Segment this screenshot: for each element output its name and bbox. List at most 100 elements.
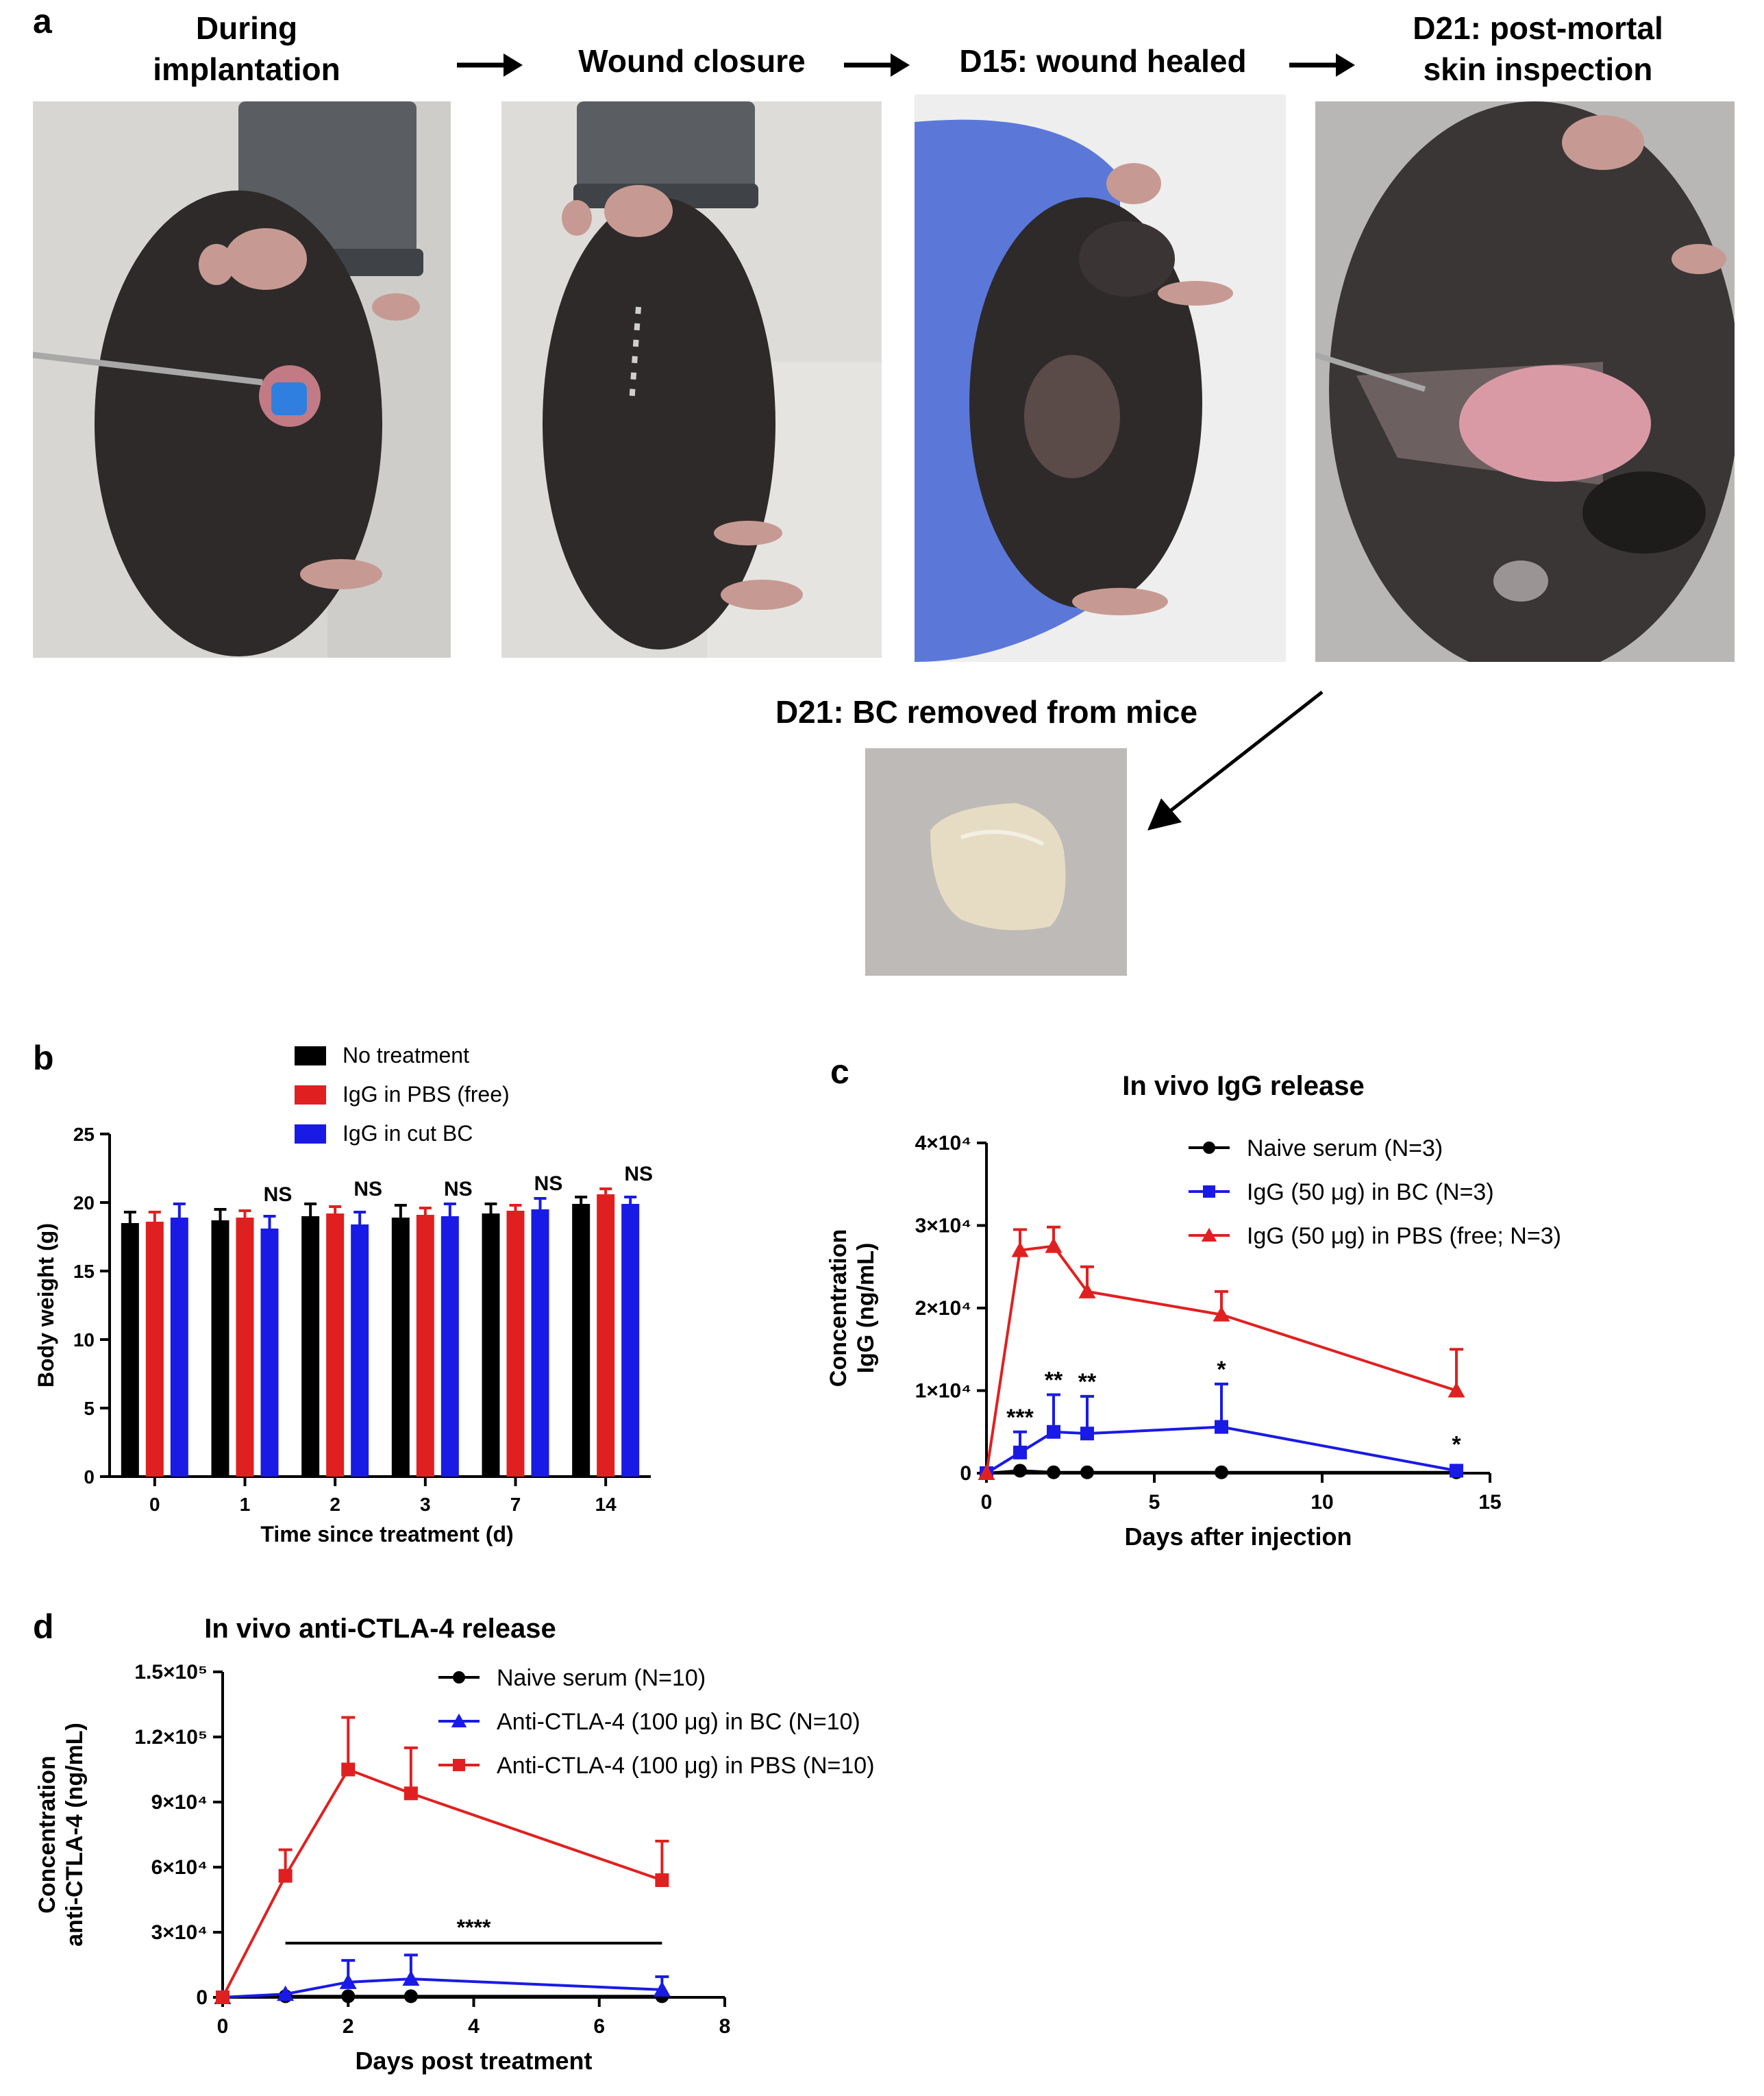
bar-2-3 [440,1216,459,1477]
x-tick-label-3: 3 [420,1494,431,1515]
data-point-2-3 [1078,1283,1096,1298]
data-point-0-2 [1047,1465,1060,1479]
bar-1-0 [145,1222,164,1477]
x-tick-label-5: 14 [595,1494,617,1515]
data-point-1-5 [1450,1464,1463,1478]
legend-label-1: IgG (50 μg) in BC (N=3) [1247,1179,1494,1205]
x-tick-label-1: 1 [240,1494,251,1515]
bar-2-1 [260,1229,279,1477]
series-line-2 [985,1244,1457,1474]
data-point-0-2 [341,1989,356,2003]
data-point-2-3 [403,1786,418,1801]
flow-arrow-1 [457,53,523,77]
annotation-ns-4: NS [534,1172,563,1195]
data-point-2-4 [1213,1306,1230,1322]
y-axis-label-line-1: IgG (ng/mL) [853,1243,879,1374]
significance-annotation-4: * [1452,1432,1461,1458]
chart-title: In vivo IgG release [1122,1071,1365,1101]
x-tick-label-0: 0 [149,1494,160,1515]
caption-wound-closure: Wound closure [578,43,806,79]
bar-1-2 [326,1213,345,1477]
y-tick-label-2: 2×10⁴ [915,1297,971,1320]
data-point-1-1 [277,1985,295,2001]
x-tick-label-4: 8 [719,2015,731,2038]
x-tick-label-2: 2 [330,1494,340,1515]
annotation-ns-5: NS [624,1163,653,1185]
data-point-0-1 [1013,1464,1027,1478]
photo-wound-closure [501,101,882,658]
y-tick-label-3: 3×10⁴ [915,1215,971,1237]
y-tick-label-2: 6×10⁴ [151,1856,208,1879]
y-tick-label-3: 9×10⁴ [151,1791,208,1814]
panel-letter-a: a [33,2,52,40]
bar-2-5 [621,1204,640,1477]
y-tick-label-1: 3×10⁴ [151,1921,208,1944]
caption-skin-inspection: D21: post-mortal skin inspection [1413,10,1663,87]
legend-label-0: No treatment [343,1043,469,1068]
data-point-1-2 [339,1973,357,1989]
y-tick-label-4: 20 [73,1192,95,1213]
chart-c-igg-release: In vivo IgG release Naive serum (N=3) IgG … [825,1071,1561,1551]
data-point-2-0 [978,1464,995,1480]
bar-1-1 [236,1218,254,1477]
x-tick-label-4: 7 [510,1494,521,1515]
chart-b-body-weight: No treatment IgG in PBS (free) IgG in cut … [34,1043,653,1546]
data-point-2-1 [278,1869,293,1883]
bar-1-3 [416,1215,434,1477]
bar-0-1 [211,1220,229,1477]
data-point-1-4 [653,1981,671,1997]
legend-swatch-0 [295,1046,326,1065]
bar-1-5 [597,1194,615,1477]
y-axis-label-line-0: Concentration [34,1755,60,1913]
annotation-ns-2: NS [353,1178,382,1200]
legend-marker-2 [453,1759,465,1771]
caption-bc-removed: D21: BC removed from mice [775,694,1198,730]
legend-label-0: Naive serum (N=10) [497,1665,706,1691]
x-tick-label-3: 15 [1478,1491,1501,1514]
bar-0-4 [482,1213,500,1477]
x-axis-label: Time since treatment (d) [260,1522,513,1546]
bar-0-0 [121,1223,139,1477]
significance-label: **** [457,1915,491,1940]
bar-1-4 [506,1211,525,1477]
y-tick-label-2: 10 [73,1329,95,1351]
bar-0-5 [572,1204,591,1477]
x-axis-label: Days after injection [1124,1522,1352,1551]
photo-bc-removed [865,748,1127,976]
legend-swatch-1 [295,1085,326,1105]
data-point-1-3 [402,1970,420,1986]
significance-annotation-2: ** [1078,1369,1097,1395]
legend-marker-0 [453,1671,465,1684]
y-tick-label-4: 4×10⁴ [915,1132,971,1155]
data-point-1-2 [1047,1425,1060,1439]
y-tick-label-0: 0 [196,1986,208,2009]
bar-2-4 [531,1209,549,1477]
bar-2-2 [351,1224,369,1477]
y-tick-label-0: 0 [84,1466,95,1488]
x-tick-label-1: 2 [343,2015,354,2038]
legend-label-2: IgG (50 μg) in PBS (free; N=3) [1247,1223,1561,1249]
x-tick-label-2: 10 [1310,1491,1333,1514]
photo-during-implantation [33,101,451,658]
legend-marker-1 [451,1713,467,1727]
chart-d-anti-ctla4-release: In vivo anti-CTLA-4 release Naive serum (… [34,1614,875,2075]
caption-during-implantation: During implantation [153,10,340,87]
panel-letter-c: c [830,1052,849,1091]
y-tick-label-5: 25 [73,1124,95,1145]
pointer-arrow-to-bc [1147,691,1324,830]
data-point-0-3 [1080,1465,1094,1479]
y-tick-label-1: 1×10⁴ [915,1380,971,1403]
legend-label-2: IgG in cut BC [343,1121,473,1146]
data-point-1-4 [1215,1420,1228,1434]
bar-0-3 [391,1218,410,1477]
y-axis-label-line-1: anti-CTLA-4 (ng/mL) [62,1723,88,1947]
annotation-ns-1: NS [264,1183,293,1206]
chart-title: In vivo anti-CTLA-4 release [204,1614,556,1644]
data-point-1-1 [1013,1445,1027,1459]
photo-skin-inspection [1315,101,1735,662]
y-tick-label-3: 15 [73,1261,95,1282]
x-tick-label-3: 6 [593,2015,605,2038]
x-tick-label-2: 4 [468,2015,480,2038]
legend-label-1: IgG in PBS (free) [343,1082,510,1107]
x-tick-label-0: 0 [981,1491,993,1514]
